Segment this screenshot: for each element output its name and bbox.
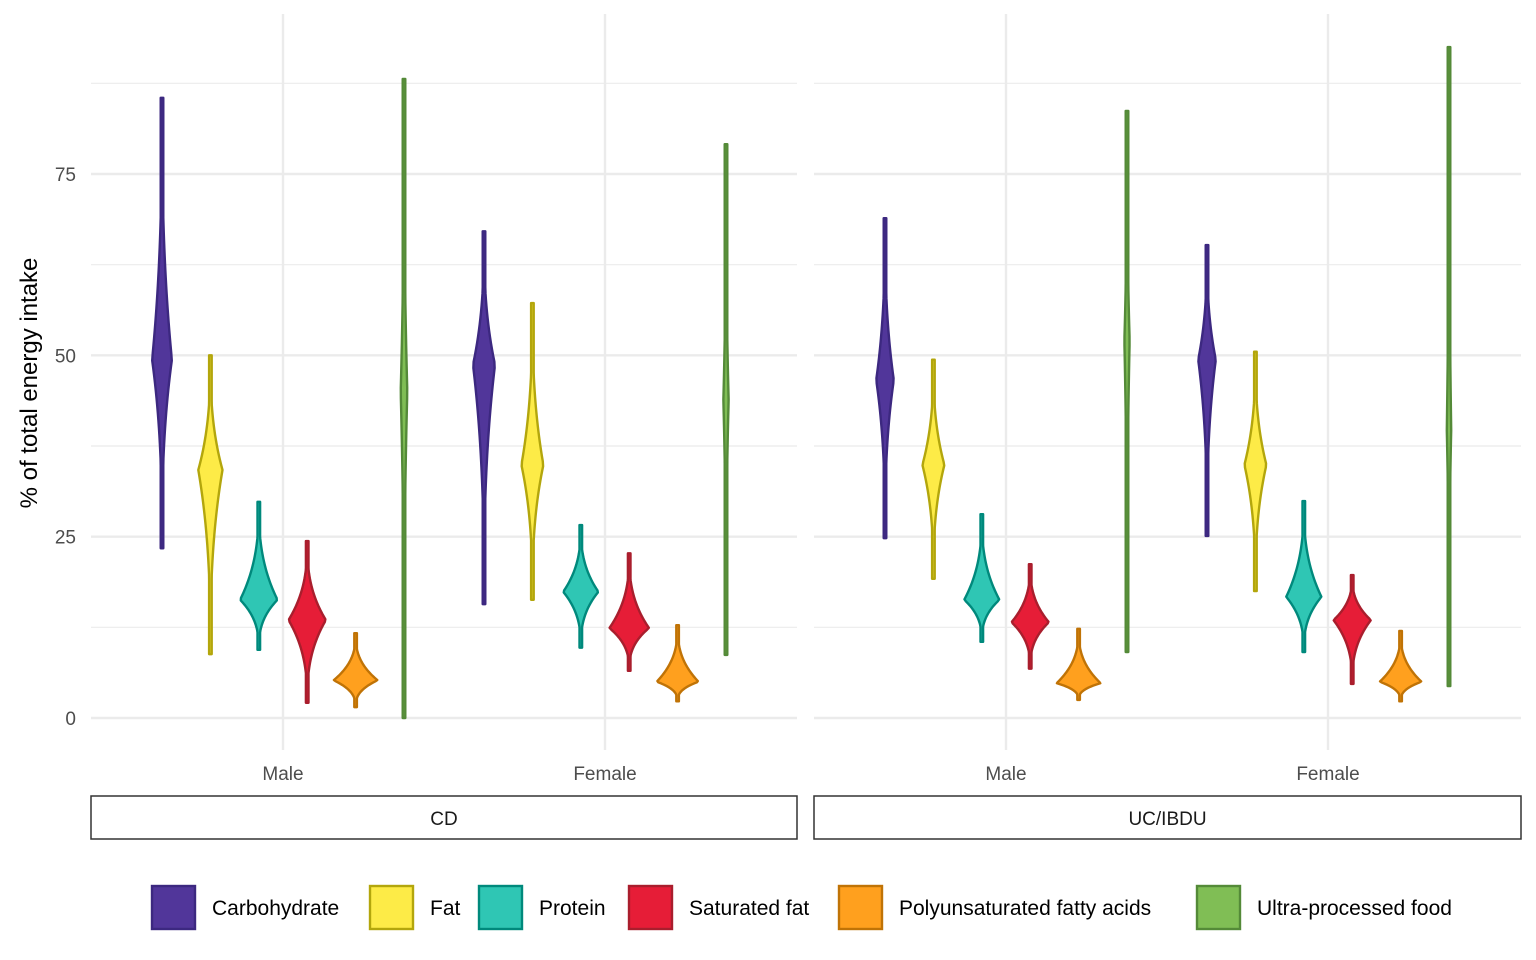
violin-carbohydrate-male: [151, 96, 173, 550]
legend-label: Protein: [539, 897, 606, 920]
violin-polyunsaturated-fatty-acids-female: [656, 623, 700, 703]
legend-key: [477, 884, 524, 931]
facet-strip: [90, 795, 798, 840]
legend-item-carbohydrate: Carbohydrate: [150, 884, 339, 931]
facet-strip-label: CD: [430, 809, 457, 830]
legend-item-protein: Protein: [477, 884, 606, 931]
violin-protein-female: [1285, 499, 1323, 654]
legend-item-polyunsaturated-fatty-acids: Polyunsaturated fatty acids: [837, 884, 1151, 931]
violin-ultra-processed-food-male: [1123, 109, 1131, 654]
violin-ultra-processed-food-female: [722, 143, 730, 657]
legend-key: [837, 884, 884, 931]
y-tick-label: 50: [55, 346, 76, 367]
violin-fat-female: [520, 301, 545, 601]
legend-item-ultra-processed-food: Ultra-processed food: [1195, 884, 1452, 931]
violin-saturated-fat-male: [1010, 563, 1050, 670]
violin-protein-male: [239, 500, 278, 652]
violin-saturated-fat-female: [608, 552, 650, 673]
legend-label: Fat: [430, 897, 461, 920]
violin-protein-female: [562, 523, 600, 649]
legend-label: Ultra-processed food: [1257, 897, 1452, 920]
y-axis-title: % of total energy intake: [16, 258, 43, 509]
violin-ultra-processed-food-female: [1445, 45, 1453, 688]
violin-carbohydrate-male: [875, 217, 895, 540]
x-tick-label: Female: [573, 764, 636, 785]
x-tick-label: Male: [262, 764, 303, 785]
legend-item-saturated-fat: Saturated fat: [627, 884, 809, 931]
legend-label: Carbohydrate: [212, 897, 339, 920]
legend-key: [1195, 884, 1242, 931]
facet-panel-cd: Male Female CD: [90, 14, 798, 840]
x-tick-label: Female: [1296, 764, 1359, 785]
legend-item-fat: Fat: [368, 884, 461, 931]
violin-saturated-fat-female: [1332, 573, 1372, 686]
legend-key: [368, 884, 415, 931]
facet-strip: [813, 795, 1522, 840]
violin-fat-female: [1243, 350, 1268, 593]
violin-carbohydrate-female: [472, 230, 496, 606]
violin-saturated-fat-male: [287, 539, 327, 704]
violin-polyunsaturated-fatty-acids-male: [332, 631, 379, 709]
y-tick-label: 25: [55, 528, 76, 549]
x-tick-label: Male: [985, 764, 1026, 785]
violin-polyunsaturated-fatty-acids-female: [1378, 629, 1423, 703]
legend-key: [150, 884, 197, 931]
legend-key: [627, 884, 674, 931]
violin-carbohydrate-female: [1197, 243, 1217, 538]
violin-protein-male: [963, 512, 1001, 644]
facet-strip-label: UC/IBDU: [1128, 809, 1206, 830]
violin-fat-male: [197, 354, 224, 656]
legend-label: Polyunsaturated fatty acids: [899, 897, 1151, 920]
facet-panel-uc-ibdu: Male Female UC/IBDU: [813, 14, 1522, 840]
legend: Carbohydrate Fat Protein Saturated fat Polyu…: [150, 884, 1452, 931]
y-tick-label: 0: [65, 709, 76, 730]
y-tick-label: 75: [55, 165, 76, 186]
violin-fat-male: [921, 358, 946, 580]
violin-polyunsaturated-fatty-acids-male: [1055, 627, 1102, 702]
violin-ultra-processed-food-male: [399, 77, 409, 720]
legend-label: Saturated fat: [689, 897, 809, 920]
